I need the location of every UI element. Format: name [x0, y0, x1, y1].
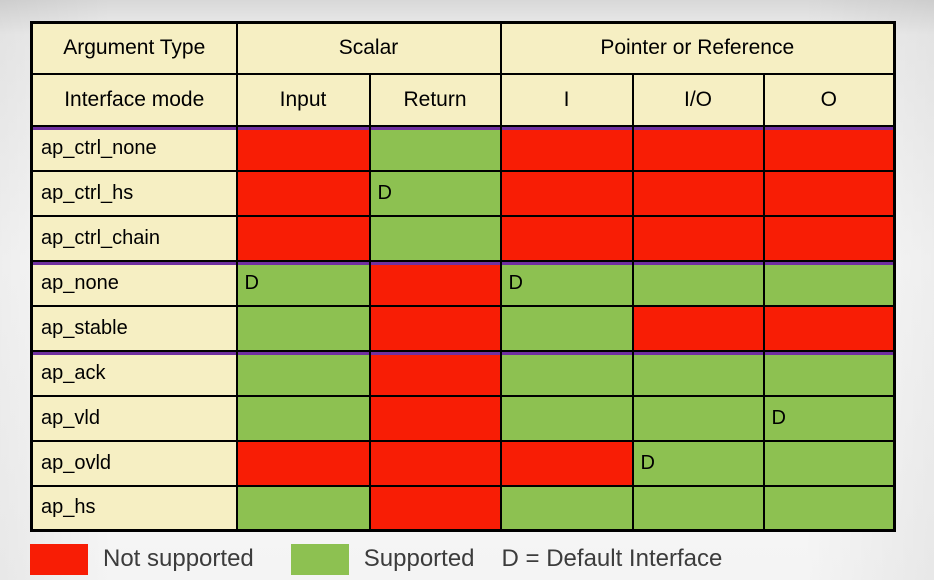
cell-ap_ctrl_chain-io — [631, 214, 765, 262]
cell-ap_ack-o — [762, 349, 896, 397]
cell-ap_stable-i — [499, 304, 634, 352]
col-header-input: Input — [235, 72, 371, 127]
table-row-ap_ctrl_hs: ap_ctrl_hs D — [30, 169, 896, 217]
cell-ap_ctrl_hs-input — [235, 169, 371, 217]
table-row-ap_ack: ap_ack — [30, 349, 896, 397]
row-label-ap_ctrl_none: ap_ctrl_none — [30, 124, 238, 172]
cell-ap_ctrl_none-o — [762, 124, 896, 172]
supported-label: Supported — [363, 545, 475, 572]
corner-argument-type: Argument Type — [30, 21, 238, 75]
col-header-return: Return — [368, 72, 502, 127]
corner-interface-mode: Interface mode — [30, 72, 238, 127]
cell-ap_stable-return — [368, 304, 502, 352]
cell-ap_ctrl_hs-return: D — [368, 169, 502, 217]
cell-ap_hs-io — [631, 484, 765, 532]
table-row-ap_ctrl_none: ap_ctrl_none — [30, 124, 896, 172]
cell-ap_vld-o: D — [762, 394, 896, 442]
cell-ap_ovld-io: D — [631, 439, 765, 487]
table-row-ap_ctrl_chain: ap_ctrl_chain — [30, 214, 896, 262]
cell-ap_ctrl_none-i — [499, 124, 634, 172]
cell-ap_ctrl_hs-i — [499, 169, 634, 217]
table-row-ap_stable: ap_stable — [30, 304, 896, 352]
cell-ap_ack-io — [631, 349, 765, 397]
cell-ap_none-i: D — [499, 259, 634, 307]
cell-ap_none-o — [762, 259, 896, 307]
cell-ap_ctrl_chain-i — [499, 214, 634, 262]
cell-ap_ovld-return — [368, 439, 502, 487]
cell-ap_ovld-input — [235, 439, 371, 487]
legend: Not supported Supported D = Default Inte… — [30, 542, 722, 576]
col-header-o: O — [762, 72, 896, 127]
cell-ap_ctrl_none-io — [631, 124, 765, 172]
col-header-io: I/O — [631, 72, 765, 127]
cell-ap_ctrl_hs-o — [762, 169, 896, 217]
row-label-ap_ctrl_hs: ap_ctrl_hs — [30, 169, 238, 217]
table-row-ap_none: ap_none D D — [30, 259, 896, 307]
cell-ap_none-input: D — [235, 259, 371, 307]
cell-ap_ack-return — [368, 349, 502, 397]
row-label-ap_vld: ap_vld — [30, 394, 238, 442]
cell-ap_ovld-i — [499, 439, 634, 487]
header-row-interface-mode: Interface mode Input Return I I/O O — [30, 72, 896, 127]
cell-ap_none-io — [631, 259, 765, 307]
col-header-i: I — [499, 72, 634, 127]
cell-ap_vld-io — [631, 394, 765, 442]
cell-ap_ack-i — [499, 349, 634, 397]
cell-ap_stable-input — [235, 304, 371, 352]
cell-ap_ctrl_chain-input — [235, 214, 371, 262]
cell-ap_stable-o — [762, 304, 896, 352]
default-interface-note: D = Default Interface — [501, 545, 723, 572]
cell-ap_ovld-o — [762, 439, 896, 487]
header-row-argument-type: Argument Type Scalar Pointer or Referenc… — [30, 21, 896, 75]
row-label-ap_none: ap_none — [30, 259, 238, 307]
group-header-scalar: Scalar — [235, 21, 502, 75]
cell-ap_ctrl_chain-o — [762, 214, 896, 262]
interface-support-table: Argument Type Scalar Pointer or Referenc… — [30, 21, 897, 532]
cell-ap_vld-return — [368, 394, 502, 442]
cell-ap_ack-input — [235, 349, 371, 397]
row-label-ap_ctrl_chain: ap_ctrl_chain — [30, 214, 238, 262]
cell-ap_ctrl_none-return — [368, 124, 502, 172]
table-row-ap_hs: ap_hs — [30, 484, 896, 532]
supported-swatch — [290, 543, 349, 575]
row-label-ap_ack: ap_ack — [30, 349, 238, 397]
cell-ap_hs-o — [762, 484, 896, 532]
row-label-ap_hs: ap_hs — [30, 484, 238, 532]
not-supported-label: Not supported — [103, 545, 254, 572]
cell-ap_vld-i — [499, 394, 634, 442]
row-label-ap_ovld: ap_ovld — [30, 439, 238, 487]
cell-ap_ctrl_hs-io — [631, 169, 765, 217]
cell-ap_vld-input — [235, 394, 371, 442]
cell-ap_ctrl_none-input — [235, 124, 371, 172]
cell-ap_none-return — [368, 259, 502, 307]
group-header-pointer-or-reference: Pointer or Reference — [499, 21, 896, 75]
cell-ap_ctrl_chain-return — [368, 214, 502, 262]
cell-ap_hs-input — [235, 484, 371, 532]
cell-ap_hs-return — [368, 484, 502, 532]
cell-ap_hs-i — [499, 484, 634, 532]
not-supported-swatch — [30, 543, 88, 575]
cell-ap_stable-io — [631, 304, 765, 352]
table-row-ap_vld: ap_vld D — [30, 394, 896, 442]
row-label-ap_stable: ap_stable — [30, 304, 238, 352]
table-row-ap_ovld: ap_ovld D — [30, 439, 896, 487]
